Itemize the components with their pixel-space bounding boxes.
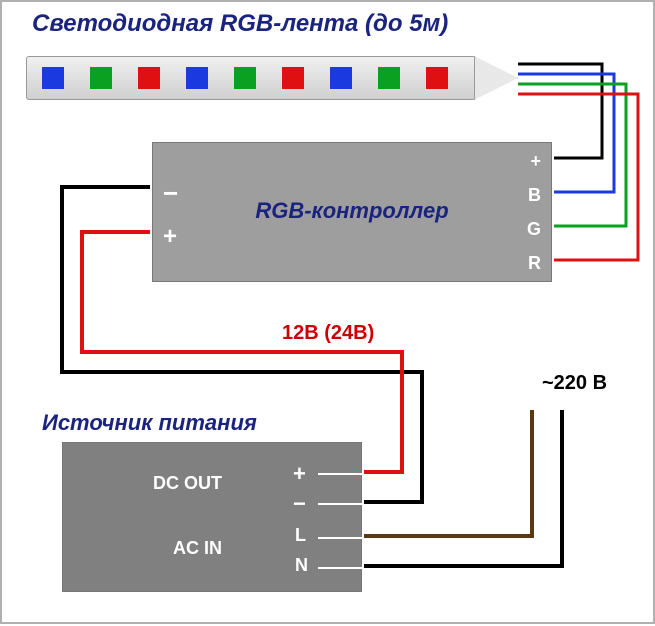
led-8 [426,67,448,89]
wire-strip-b [518,74,614,192]
wire-dc-minus [62,187,422,502]
wiring [2,2,655,626]
wire-strip-r [518,94,638,260]
diagram-canvas: Светодиодная RGB-лента (до 5м) RGB-контр… [0,0,655,624]
wire-strip-plus [518,64,602,158]
led-0 [42,67,64,89]
led-4 [234,67,256,89]
led-3 [186,67,208,89]
led-7 [378,67,400,89]
led-6 [330,67,352,89]
wire-strip-g [518,84,626,226]
led-5 [282,67,304,89]
led-2 [138,67,160,89]
wire-dc-plus [82,232,402,472]
led-1 [90,67,112,89]
